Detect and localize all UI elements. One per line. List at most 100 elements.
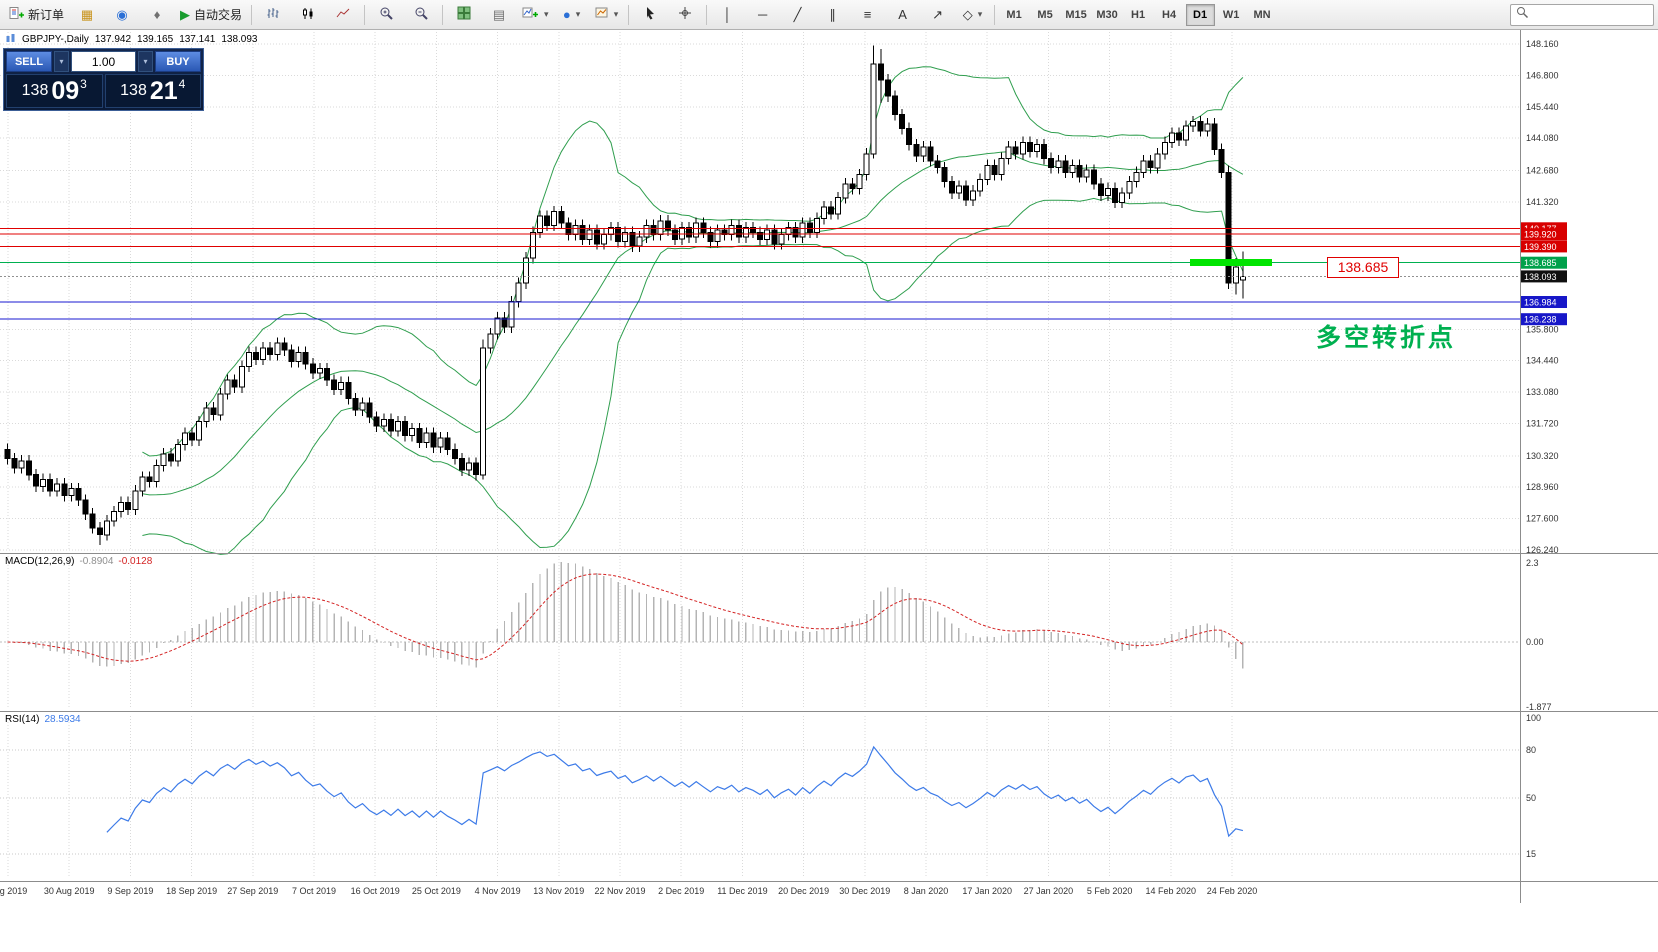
buy-price-box[interactable]: 138 21 4 [104, 74, 201, 108]
symbol-high-value: 139.165 [137, 34, 174, 45]
chevron-down-icon: ▾ [575, 9, 581, 19]
cascade-windows-button[interactable]: ▤ [482, 2, 516, 28]
buy-price-figure: 138 [120, 82, 147, 99]
vertical-line-tool-button[interactable]: │ [711, 2, 745, 28]
symbol-close-value: 138.093 [221, 34, 258, 45]
arrows-tool-button[interactable]: ↗ [921, 2, 955, 28]
candlestick-chart-button[interactable] [291, 2, 325, 28]
search-input[interactable] [1533, 7, 1648, 22]
zoom-out-button[interactable] [404, 2, 438, 28]
text-tool-button[interactable]: A [886, 2, 920, 28]
rsi-indicator-label: RSI(14) 28.5934 [5, 714, 81, 725]
price-annotation-box[interactable]: 138.685 [1327, 257, 1399, 278]
new-order-button[interactable]: 新订单 [4, 2, 69, 28]
rsi-axis-label: 50 [1526, 793, 1536, 803]
price-tag-label: 138.685 [1524, 258, 1557, 268]
toolbar-separator [627, 4, 629, 25]
price-tag [1521, 296, 1567, 308]
symbol-open-value: 137.942 [94, 34, 132, 45]
rsi-axis-label: 100 [1526, 713, 1541, 723]
price-grid-label: 142.680 [1526, 166, 1559, 176]
chevron-down-icon: ▾ [613, 9, 619, 19]
date-label: 13 Nov 2019 [533, 886, 584, 896]
sell-price-box[interactable]: 138 09 3 [6, 74, 103, 108]
price-tag-label: 138.093 [1524, 272, 1557, 282]
note-annotation-text[interactable]: 多空转折点 [1316, 324, 1457, 352]
tile-windows-icon [457, 6, 471, 23]
trendline-tool-button[interactable]: ╱ [781, 2, 815, 28]
fibonacci-tool-button[interactable]: ≡ [851, 2, 885, 28]
timeframe-button-w1[interactable]: W1 [1222, 8, 1240, 21]
bollinger-bands [142, 66, 1244, 555]
buy-button[interactable]: BUY [155, 51, 201, 72]
price-grid-label: 128.960 [1526, 482, 1559, 492]
date-label: 9 Sep 2019 [107, 886, 153, 896]
macd-axis-label: -1.877 [1526, 702, 1552, 712]
macd-signal-value: -0.0128 [118, 556, 153, 567]
macd-axis-label: 2.3 [1526, 558, 1539, 568]
volume-input[interactable] [71, 51, 136, 72]
date-label: 22 Nov 2019 [594, 886, 645, 896]
bar-chart-button[interactable] [256, 2, 290, 28]
new-chart-button[interactable]: ▾ [517, 2, 554, 28]
timeframe-button-m5[interactable]: M5 [1037, 8, 1053, 21]
timeframe-button-h1[interactable]: H1 [1131, 8, 1146, 21]
profiles-icon: ● [562, 7, 571, 22]
price-grid-label: 134.440 [1526, 356, 1559, 366]
price-axis[interactable]: 148.160 146.800 145.440 144.080 142.680 141.3… [1521, 39, 1567, 859]
buy-price-point: 4 [178, 77, 186, 91]
price-grid-label: 145.440 [1526, 102, 1559, 112]
price-grid-label: 127.600 [1526, 514, 1559, 524]
search-icon [1516, 6, 1529, 24]
date-label: 16 Oct 2019 [351, 886, 400, 896]
volume-spinner-down[interactable]: ▾ [54, 51, 69, 72]
time-axis[interactable]: Aug 2019 30 Aug 2019 9 Sep 2019 18 Sep 2019… [0, 886, 1257, 896]
alerts-icon: ♦ [153, 7, 161, 22]
price-grid-label: 130.320 [1526, 451, 1559, 461]
timeframe-button-d1[interactable]: D1 [1185, 3, 1215, 26]
charts-panel-button[interactable]: ▦ [70, 2, 104, 28]
autotrade-button[interactable]: ▶ 自动交易 [175, 2, 247, 28]
channel-tool-button[interactable]: ∥ [816, 2, 850, 28]
price-tag-label: 139.920 [1524, 230, 1557, 240]
zoom-in-button[interactable] [369, 2, 403, 28]
line-chart-icon [336, 7, 350, 23]
date-label: 24 Feb 2020 [1207, 886, 1258, 896]
profiles-button[interactable]: ● ▾ [555, 2, 589, 28]
shapes-tool-button[interactable]: ◇ ▾ [956, 2, 990, 28]
volume-spinner-up[interactable]: ▾ [138, 51, 153, 72]
sell-button[interactable]: SELL [6, 51, 52, 72]
timeframe-button-h4[interactable]: H4 [1162, 8, 1177, 21]
timeframe-button-m1[interactable]: M1 [1006, 8, 1022, 21]
horizontal-line-tool-button[interactable]: ─ [746, 2, 780, 28]
tile-windows-button[interactable] [447, 2, 481, 28]
horizontal-line-objects[interactable] [0, 227, 1520, 320]
text-tool-icon: A [898, 7, 907, 22]
macd-axis-label: 0.00 [1526, 637, 1544, 647]
cursor-icon [644, 6, 656, 23]
price-grid-label: 144.080 [1526, 133, 1559, 143]
chart-canvas[interactable]: 148.160 146.800 145.440 144.080 142.680 141.3… [0, 30, 1658, 952]
charts-panel-icon: ▦ [80, 7, 94, 22]
market-watch-button[interactable]: ◉ [105, 2, 139, 28]
line-chart-button[interactable] [326, 2, 360, 28]
price-tag [1521, 313, 1567, 326]
timeframe-button-m15[interactable]: M15 [1065, 8, 1087, 21]
pane-separators[interactable] [0, 30, 1658, 903]
chart-window: 148.160 146.800 145.440 144.080 142.680 141.3… [0, 30, 1658, 952]
price-tag-label: 139.390 [1524, 242, 1557, 252]
main-toolbar: 新订单 ▦ ◉ ♦ ▶ 自动交易 ▤ ▾ ● ▾ ▾ │ ─ ╱ ∥ ≡ A ↗ … [0, 0, 1658, 30]
rsi-value: 28.5934 [44, 714, 81, 725]
cursor-tool-button[interactable] [633, 2, 667, 28]
date-label: 30 Dec 2019 [839, 886, 890, 896]
crosshair-tool-button[interactable] [668, 2, 702, 28]
date-label: Aug 2019 [0, 886, 27, 896]
date-label: 25 Oct 2019 [412, 886, 461, 896]
rsi-axis-label: 80 [1526, 745, 1536, 755]
templates-button[interactable]: ▾ [590, 2, 624, 28]
timeframe-button-mn[interactable]: MN [1253, 8, 1271, 21]
cascade-windows-icon: ▤ [492, 7, 506, 22]
alerts-button[interactable]: ♦ [140, 2, 174, 28]
trendline-icon: ╱ [793, 7, 802, 22]
timeframe-button-m30[interactable]: M30 [1096, 8, 1118, 21]
